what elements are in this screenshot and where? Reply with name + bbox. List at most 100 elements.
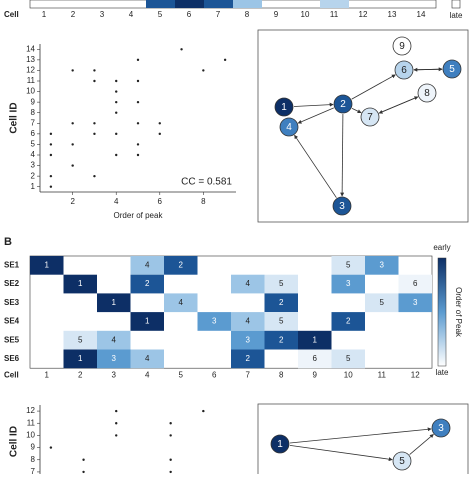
colorbar-top: early (433, 243, 450, 252)
cell-label: 1 (145, 317, 150, 326)
heatmap-cell (398, 293, 432, 313)
row-label: SE5 (4, 335, 20, 344)
y-tick-label: 8 (31, 455, 36, 464)
node-label: 5 (449, 64, 455, 75)
heatmap-cell (164, 256, 198, 275)
y-tick-label: 2 (31, 171, 36, 180)
y-tick-label: 4 (31, 150, 36, 159)
point (115, 422, 118, 425)
point (49, 153, 53, 157)
y-tick-label: 9 (31, 97, 36, 106)
cell-label: 6 (313, 354, 318, 363)
y-tick-label: 5 (31, 140, 36, 149)
point (169, 434, 172, 437)
cell-label: 4 (145, 260, 150, 269)
y-tick-label: 11 (27, 418, 36, 427)
cell-label: 2 (346, 317, 351, 326)
strip-tick-label: 5 (158, 10, 163, 19)
col-label: 2 (78, 370, 83, 379)
y-tick-label: 7 (31, 467, 36, 474)
edge (294, 134, 337, 198)
cell-label: 5 (346, 354, 351, 363)
node (442, 59, 462, 79)
col-label: 6 (212, 370, 217, 379)
point (136, 122, 140, 125)
y-tick-label: 8 (31, 108, 36, 117)
row-label: SE1 (4, 260, 20, 269)
colorbar-bottom: late (436, 368, 449, 377)
point (136, 100, 140, 104)
point (93, 69, 96, 72)
node (274, 97, 294, 117)
point (115, 100, 118, 104)
col-label: 10 (344, 370, 353, 379)
point (115, 153, 118, 157)
col-label: 1 (45, 370, 50, 379)
node (333, 94, 353, 114)
node-label: 1 (281, 102, 287, 113)
point (71, 69, 74, 72)
heatmap-cell (197, 312, 231, 331)
point (136, 143, 140, 146)
edge (340, 113, 345, 197)
y-tick-label: 1 (31, 182, 36, 191)
node-label: 9 (399, 41, 405, 52)
strip-tick-label: 13 (388, 10, 397, 19)
cell-label: 4 (246, 279, 251, 288)
heatmap-cell (130, 274, 164, 294)
cell-label: 4 (112, 335, 117, 344)
heatmap-cell (331, 256, 365, 275)
row-label: SE4 (4, 317, 20, 326)
heatmap-cell (298, 349, 332, 369)
point (223, 58, 227, 62)
cell-label: 3 (212, 317, 217, 326)
strip-tick-label: 12 (359, 10, 368, 19)
strip-cell (175, 0, 204, 8)
point (115, 79, 118, 83)
cell-label: 6 (413, 279, 418, 288)
node-label: 8 (424, 88, 430, 99)
y-tick-label: 12 (26, 406, 35, 415)
cell-label: 3 (380, 260, 385, 269)
point (136, 153, 140, 157)
col-label: 7 (246, 370, 251, 379)
heatmap-cell (97, 330, 131, 350)
strip-colorbar-label: late (450, 11, 463, 20)
heatmap-cell (63, 330, 97, 350)
strip-tick-label: 7 (216, 10, 221, 19)
y-tick-label: 13 (26, 55, 35, 64)
node (394, 60, 414, 80)
point (115, 132, 118, 136)
point (71, 143, 74, 146)
network-frame (257, 29, 469, 223)
cell-label: 3 (413, 298, 418, 307)
point (71, 164, 74, 167)
edge (289, 444, 393, 462)
node (431, 418, 451, 438)
point (93, 79, 96, 83)
x-axis-label: Order of peak (114, 211, 164, 220)
network-frame (257, 403, 469, 479)
heatmap-cell (264, 312, 298, 331)
y-tick-label: 11 (27, 76, 36, 85)
heatmap-cell (231, 312, 265, 331)
node-label: 7 (367, 112, 373, 123)
point (169, 422, 172, 425)
node-label: 6 (401, 65, 407, 76)
node (392, 36, 412, 56)
strip-tick-label: 1 (42, 10, 47, 19)
point (49, 143, 53, 146)
node (360, 107, 380, 127)
cell-label: 4 (246, 317, 251, 326)
row-label: SE3 (4, 298, 20, 307)
edge (289, 427, 432, 444)
edge (409, 434, 434, 455)
y-tick-label: 9 (31, 443, 36, 452)
node (279, 117, 299, 137)
point (49, 446, 53, 449)
col-label: 9 (313, 370, 318, 379)
heatmap-cell (264, 274, 298, 294)
colorbar (437, 257, 447, 367)
node (332, 196, 352, 216)
x-tick-label: 6 (158, 197, 163, 206)
